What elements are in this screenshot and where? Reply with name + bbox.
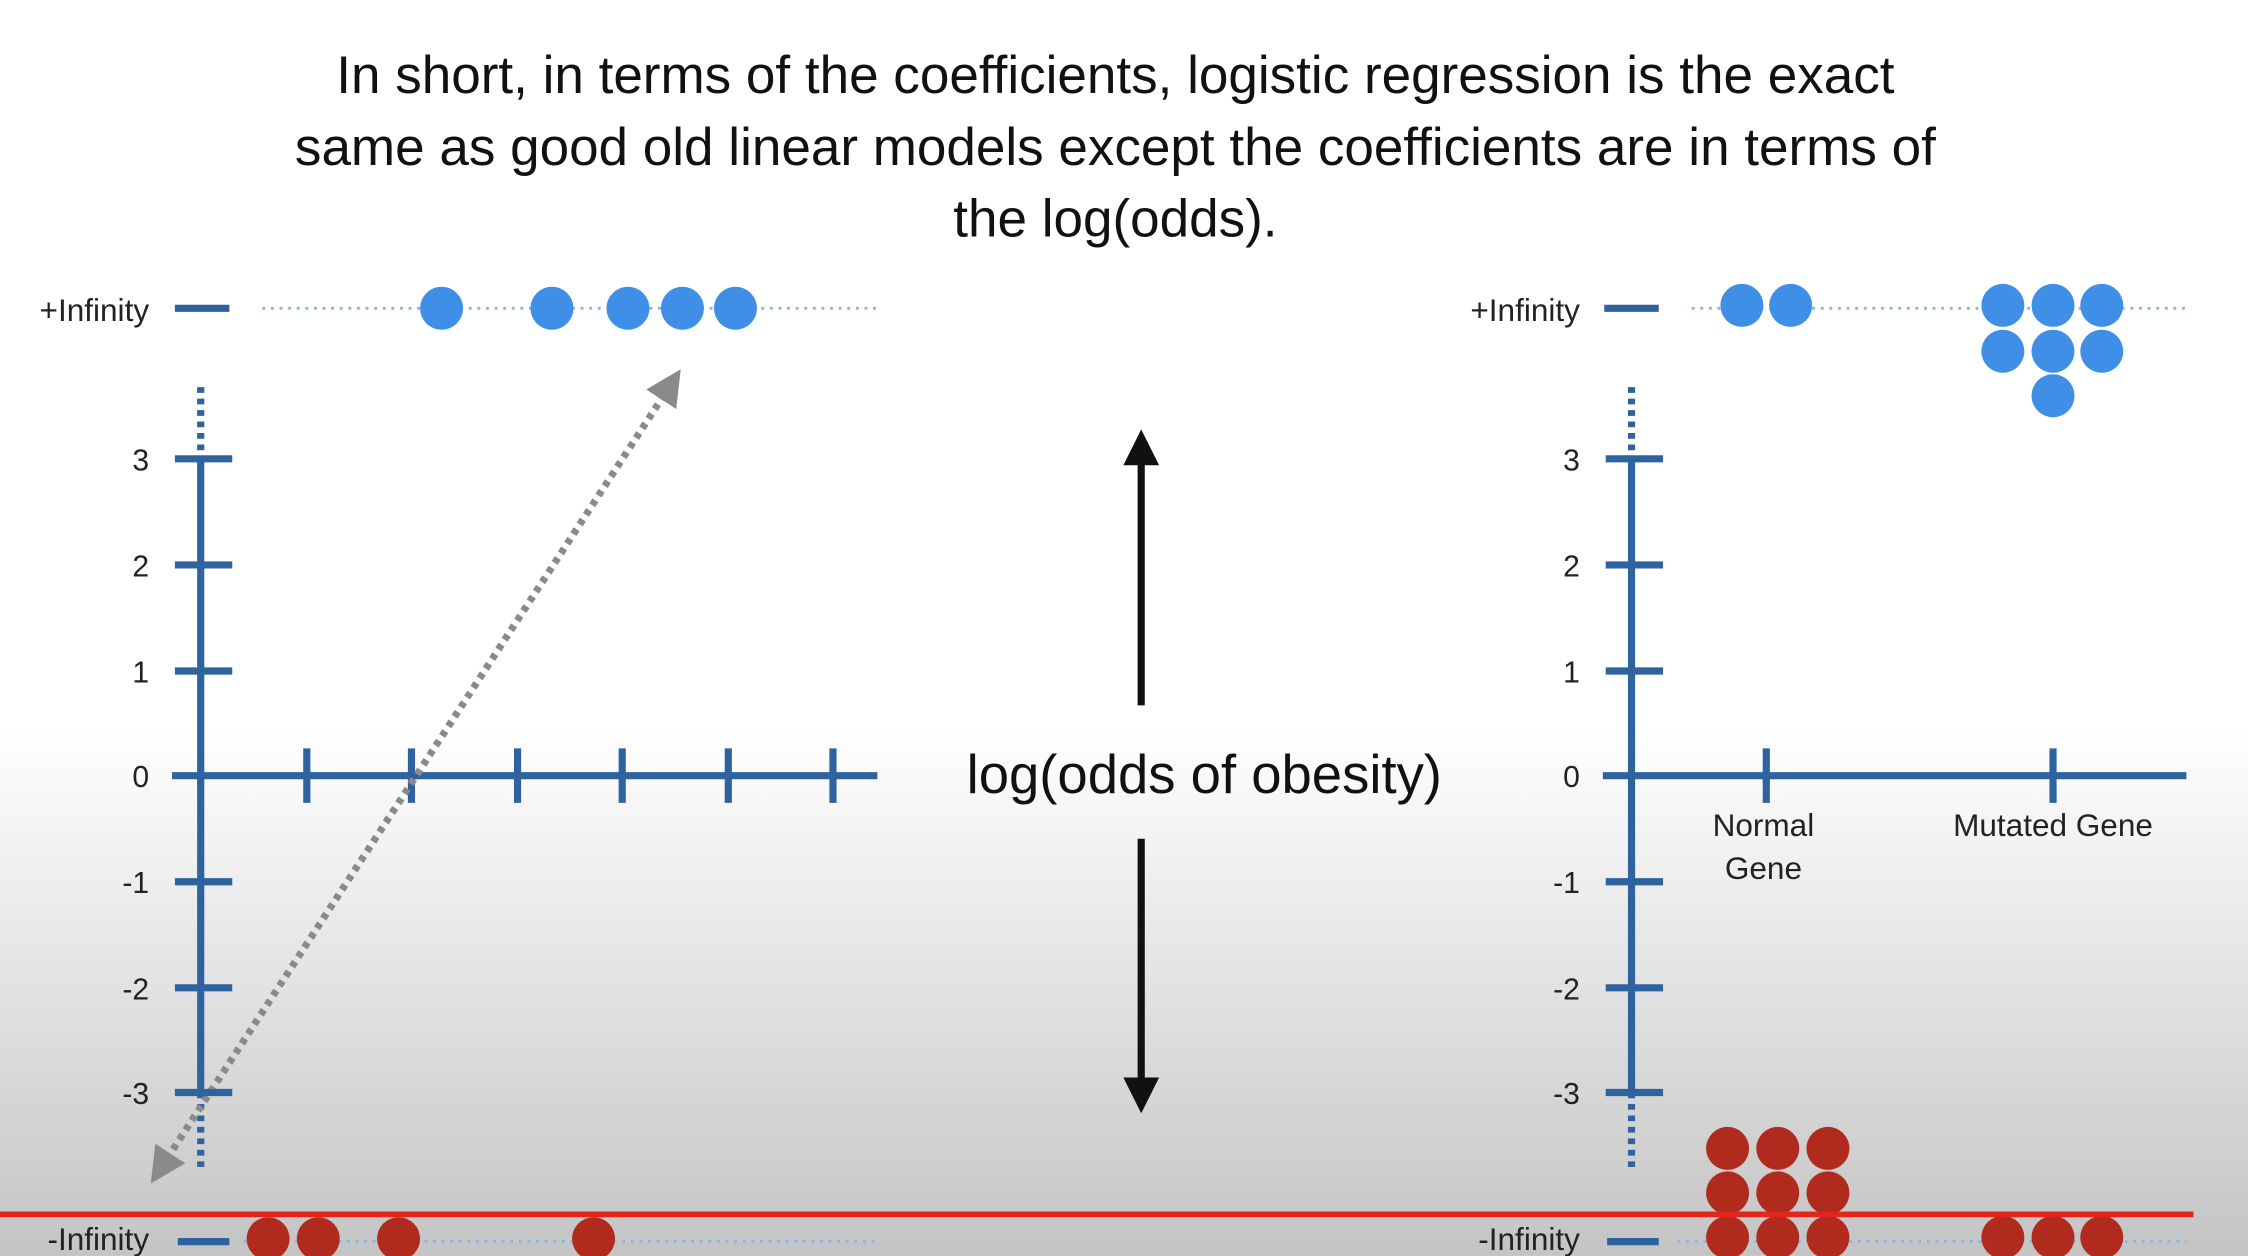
dot	[1806, 1171, 1850, 1215]
dot	[420, 286, 464, 330]
y-tick-label: 3	[1563, 444, 1580, 477]
dot	[572, 1217, 616, 1256]
dot	[713, 286, 757, 330]
dot	[1806, 1126, 1850, 1170]
y-tick-label: 1	[1563, 656, 1580, 689]
y-tick-label: 0	[1563, 761, 1580, 794]
y-tick-label: -3	[122, 1078, 149, 1111]
progress-bar[interactable]	[0, 1211, 2194, 1218]
bottom-label: -Infinity	[47, 1221, 149, 1256]
y-tick-label: -1	[1553, 867, 1580, 900]
category-label: Mutated Gene	[1953, 807, 2153, 843]
dot	[1981, 1215, 2025, 1256]
y-tick-label: 2	[132, 550, 149, 583]
category-label: Gene	[1725, 850, 1802, 886]
y-tick-label: 1	[132, 656, 149, 689]
dot	[1756, 1171, 1800, 1215]
dot	[1706, 1215, 1750, 1256]
dot	[1756, 1126, 1800, 1170]
dot	[1720, 283, 1764, 327]
y-tick-label: 2	[1563, 550, 1580, 583]
center-label: log(odds of obesity)	[967, 744, 1442, 805]
right-plot: +Infinity Normal Gene Mutated Gene -Infi…	[1470, 283, 2187, 1256]
dot	[606, 286, 650, 330]
title-line: In short, in terms of the coefficients, …	[336, 46, 1895, 105]
category-label: Normal	[1713, 807, 1815, 843]
dot	[296, 1217, 340, 1256]
dot	[1706, 1171, 1750, 1215]
left-plot: +Infinity -Infinity 3 2 1 0 -1 -2 -3	[40, 286, 878, 1256]
dot	[1806, 1215, 1850, 1256]
title: In short, in terms of the coefficients, …	[295, 46, 1936, 248]
dot	[2031, 329, 2075, 373]
top-label: +Infinity	[40, 292, 150, 328]
dot	[1981, 283, 2025, 327]
y-tick-label: -2	[1553, 973, 1580, 1006]
dot	[1706, 1126, 1750, 1170]
y-tick-label: 0	[132, 761, 149, 794]
y-tick-label: -3	[1553, 1078, 1580, 1111]
dot	[1981, 329, 2025, 373]
dot	[2080, 329, 2124, 373]
y-tick-label: -1	[122, 867, 149, 900]
dot	[2031, 283, 2075, 327]
dot	[2080, 283, 2124, 327]
dot	[246, 1217, 290, 1256]
title-line: same as good old linear models except th…	[295, 118, 1936, 177]
y-tick-label: 3	[132, 444, 149, 477]
bottom-label: -Infinity	[1478, 1221, 1580, 1256]
title-line: the log(odds).	[953, 190, 1277, 249]
dot	[660, 286, 704, 330]
dot	[2080, 1215, 2124, 1256]
dot	[2031, 374, 2075, 418]
dot	[2031, 1215, 2075, 1256]
top-label: +Infinity	[1470, 292, 1580, 328]
dot	[530, 286, 574, 330]
dot	[1756, 1215, 1800, 1256]
dot	[377, 1217, 421, 1256]
y-tick-label: -2	[122, 973, 149, 1006]
dot	[1769, 283, 1813, 327]
